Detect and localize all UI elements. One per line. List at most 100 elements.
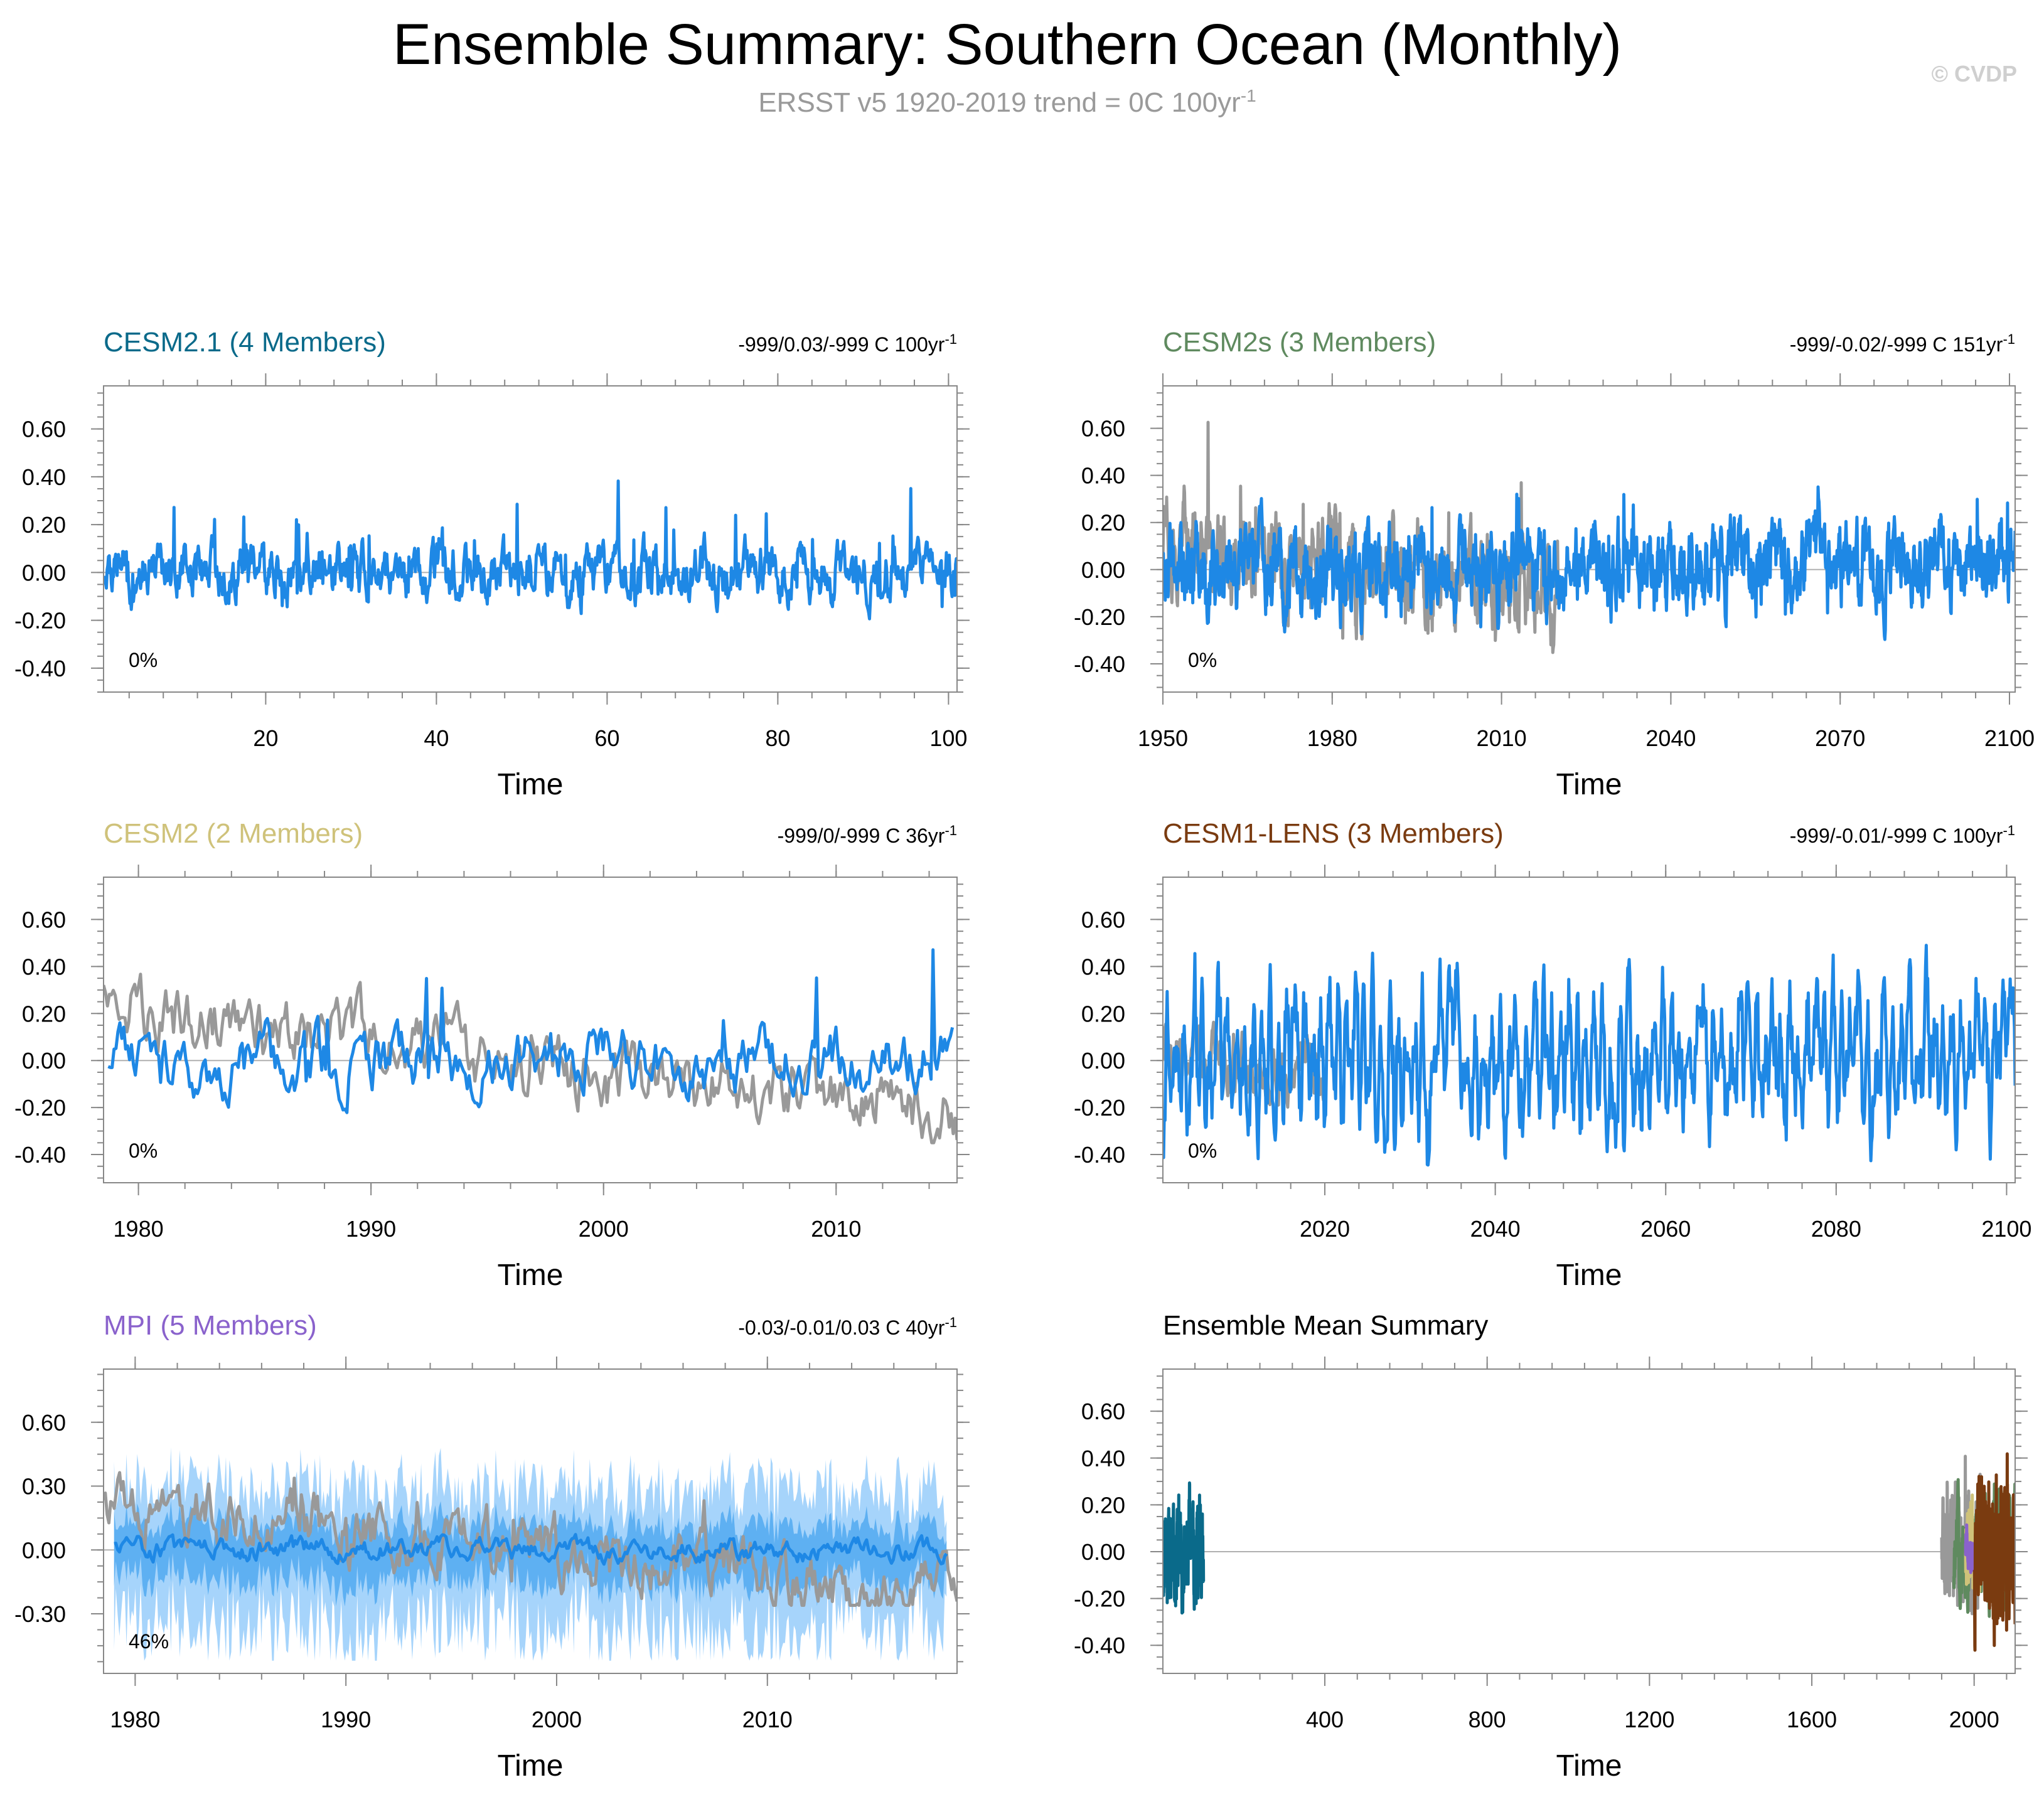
y-tick-label: 0.00 bbox=[22, 1048, 66, 1074]
y-tick-label: 0.20 bbox=[1081, 1001, 1125, 1026]
x-tick-label: 1600 bbox=[1787, 1707, 1837, 1732]
trend-label: -999/-0.02/-999 C 151yr-1 bbox=[1790, 331, 2015, 356]
series-line-cesm1-lens bbox=[1972, 1452, 2015, 1652]
y-tick-label: 0.00 bbox=[22, 1537, 66, 1563]
trend-sup: -1 bbox=[2003, 823, 2015, 838]
trend-label: -999/0.03/-999 C 100yr-1 bbox=[738, 331, 957, 356]
y-tick-label: 0.40 bbox=[22, 464, 66, 490]
percent-label: 0% bbox=[1188, 1139, 1217, 1162]
y-tick-label: 0.60 bbox=[1081, 1399, 1125, 1424]
y-tick-label: 0.40 bbox=[1081, 1446, 1125, 1471]
trend-label: -999/-0.01/-999 C 100yr-1 bbox=[1790, 823, 2015, 847]
plot-frame bbox=[1162, 385, 2016, 693]
y-tick-label: 0.60 bbox=[22, 907, 66, 932]
y-tick-label: 0.60 bbox=[1081, 416, 1125, 442]
trend-sup: -1 bbox=[944, 823, 957, 838]
data-layer bbox=[104, 1447, 957, 1661]
series-line-mpi-ensemble-mean bbox=[114, 1533, 948, 1566]
series-line-cesm2-1-ensemble-mean bbox=[104, 479, 957, 621]
x-tick-label: 80 bbox=[765, 725, 790, 751]
figure-subtitle: ERSST v5 1920-2019 trend = 0C 100yr-1 bbox=[758, 86, 1256, 118]
trend-main: -999/-0.01/-999 C 100yr bbox=[1790, 824, 2003, 847]
y-tick-label: 0.40 bbox=[22, 954, 66, 979]
series-line-cesm2-1 bbox=[1163, 1481, 1206, 1615]
x-tick-label: 2100 bbox=[1981, 1216, 2031, 1242]
y-tick-label: 0.60 bbox=[1081, 907, 1125, 932]
subtitle-main: ERSST v5 1920-2019 trend = 0C 100yr bbox=[758, 87, 1240, 118]
trend-main: -999/-0.02/-999 C 151yr bbox=[1790, 333, 2003, 356]
x-axis-label: Time bbox=[1556, 1259, 1622, 1292]
y-tick-label: 0.40 bbox=[1081, 463, 1125, 489]
y-tick-label: 0.20 bbox=[22, 512, 66, 538]
x-tick-label: 20 bbox=[253, 725, 278, 751]
plot-frame bbox=[103, 1368, 958, 1674]
y-tick-label: 0.00 bbox=[1081, 1048, 1125, 1074]
x-tick-label: 2020 bbox=[1300, 1216, 1350, 1242]
x-tick-label: 2080 bbox=[1811, 1216, 1861, 1242]
x-tick-label: 1980 bbox=[1307, 725, 1357, 751]
y-tick-label: -0.40 bbox=[1074, 651, 1125, 677]
x-axis-label: Time bbox=[498, 768, 564, 801]
x-axis-label: Time bbox=[1556, 1749, 1622, 1783]
panel-cesm2s: 0.60 0.40 0.20 0.00 -0.20 -0.40 1950 1980 2010 20… bbox=[1074, 327, 2035, 801]
panel-cesm2: 0.60 0.40 0.20 0.00 -0.20 -0.40 1980 1990 2000 20… bbox=[14, 818, 970, 1292]
x-tick-label: 800 bbox=[1469, 1707, 1506, 1732]
y-tick-label: -0.20 bbox=[1074, 1586, 1125, 1612]
x-tick-label: 2040 bbox=[1645, 725, 1696, 751]
figure-title: Ensemble Summary: Southern Ocean (Monthl… bbox=[393, 13, 1622, 77]
percent-label: 0% bbox=[129, 649, 158, 671]
trend-sup: -1 bbox=[944, 331, 957, 347]
panel-cesm21: 0.60 0.40 0.20 0.00 -0.20 -0.40 20 40 60 80 100 Tim… bbox=[14, 327, 970, 801]
x-tick-label: 1980 bbox=[110, 1707, 160, 1732]
y-tick-label: -0.40 bbox=[14, 656, 66, 681]
y-tick-label: 0.00 bbox=[1081, 557, 1125, 583]
series-line-cesm1-lens-ensemble-mean bbox=[1163, 944, 2015, 1167]
data-layer bbox=[1163, 420, 2015, 654]
x-axis-label: Time bbox=[1556, 768, 1622, 801]
y-tick-label: -0.20 bbox=[14, 608, 66, 634]
y-tick-label: -0.20 bbox=[14, 1095, 66, 1121]
plot-frame bbox=[103, 877, 958, 1183]
percent-label: 0% bbox=[1188, 649, 1217, 671]
x-tick-label: 1990 bbox=[321, 1707, 371, 1732]
x-tick-label: 1950 bbox=[1138, 725, 1188, 751]
y-tick-label: -0.30 bbox=[14, 1601, 66, 1627]
copyright: © CVDP bbox=[1931, 61, 2017, 87]
panel-ensmean: 0.60 0.40 0.20 0.00 -0.20 -0.40 400 800 1200 1600… bbox=[1074, 1310, 2028, 1783]
x-tick-label: 2000 bbox=[1949, 1707, 1999, 1732]
y-tick-label: 0.00 bbox=[1081, 1539, 1125, 1565]
y-tick-label: 0.20 bbox=[1081, 510, 1125, 536]
trend-main: -0.03/-0.01/0.03 C 40yr bbox=[738, 1316, 944, 1339]
trend-sup: -1 bbox=[2003, 331, 2015, 347]
y-tick-label: 0.20 bbox=[22, 1001, 66, 1026]
panel-cesm1lens: 0.60 0.40 0.20 0.00 -0.20 -0.40 2020 2040 2060 20… bbox=[1074, 818, 2032, 1292]
series-line-cesm2-ensemble-mean bbox=[107, 948, 955, 1114]
subtitle-sup: -1 bbox=[1241, 86, 1256, 105]
y-tick-label: 0.60 bbox=[22, 1410, 66, 1436]
x-tick-label: 2000 bbox=[532, 1707, 582, 1732]
panel-title: CESM2.1 (4 Members) bbox=[104, 327, 386, 358]
y-tick-label: 0.30 bbox=[22, 1474, 66, 1500]
data-layer bbox=[1163, 1452, 2015, 1652]
trend-label: -0.03/-0.01/0.03 C 40yr-1 bbox=[738, 1314, 957, 1339]
x-tick-label: 60 bbox=[594, 725, 619, 751]
x-tick-label: 2040 bbox=[1470, 1216, 1521, 1242]
x-tick-label: 2010 bbox=[811, 1216, 861, 1242]
panel-title: Ensemble Mean Summary bbox=[1163, 1310, 1488, 1341]
x-tick-label: 1200 bbox=[1624, 1707, 1674, 1732]
y-tick-label: 0.00 bbox=[22, 560, 66, 585]
y-tick-label: 0.20 bbox=[1081, 1492, 1125, 1518]
y-tick-label: -0.20 bbox=[1074, 1095, 1125, 1121]
x-tick-label: 2100 bbox=[1984, 725, 2035, 751]
x-axis-label: Time bbox=[498, 1259, 564, 1292]
x-axis-label: Time bbox=[498, 1749, 564, 1783]
y-tick-label: -0.40 bbox=[14, 1142, 66, 1168]
panel-title: CESM1-LENS (3 Members) bbox=[1163, 818, 1504, 849]
x-tick-label: 2010 bbox=[1477, 725, 1527, 751]
panel-mpi: 0.60 0.30 0.00 -0.30 1980 1990 2000 2010 Time MPI… bbox=[14, 1310, 970, 1783]
y-tick-label: -0.20 bbox=[1074, 604, 1125, 630]
x-tick-label: 2000 bbox=[579, 1216, 629, 1242]
x-tick-label: 1990 bbox=[346, 1216, 396, 1242]
trend-main: -999/0/-999 C 36yr bbox=[778, 824, 945, 847]
